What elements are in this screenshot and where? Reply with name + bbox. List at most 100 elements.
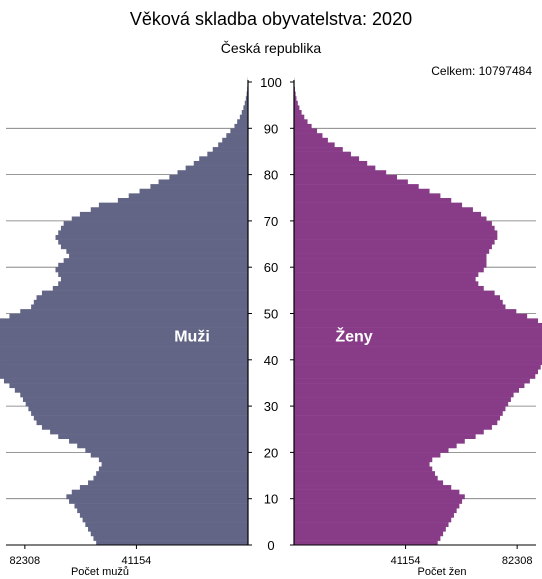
bar-male (58, 434, 248, 440)
bar-female (294, 91, 296, 97)
bar-female (294, 114, 305, 120)
bar-female (294, 434, 476, 440)
bar-male (66, 494, 248, 500)
bar-female (294, 438, 465, 444)
bar-female (294, 179, 408, 185)
bar-male (218, 142, 248, 148)
bar-female (294, 304, 506, 310)
bar-female (294, 429, 484, 435)
bar-male (128, 193, 248, 199)
bar-male (71, 489, 249, 495)
bar-male (69, 498, 248, 504)
bar-male (0, 341, 248, 347)
bar-female (294, 448, 449, 453)
bar-male (82, 517, 248, 523)
bar-male (69, 438, 248, 444)
bar-male (88, 526, 249, 532)
bar-male (234, 123, 248, 129)
bar-female (294, 128, 318, 134)
bar-male (58, 262, 248, 268)
bar-male (79, 211, 249, 217)
age-tick-label: 30 (264, 399, 278, 414)
bar-male (31, 304, 248, 310)
bar-male (239, 114, 248, 120)
bar-male (158, 179, 248, 185)
bar-female (294, 244, 492, 250)
bar-female (294, 207, 473, 213)
bar-male (237, 119, 248, 125)
bar-female (294, 174, 398, 180)
bar-male (69, 253, 248, 259)
bar-female (294, 392, 514, 398)
bar-male (90, 452, 248, 458)
bar-female (294, 531, 444, 537)
bar-female (294, 239, 495, 245)
bar-female (294, 110, 302, 115)
age-tick-label: 80 (264, 168, 278, 183)
bar-male (0, 323, 249, 328)
bar-female (294, 535, 441, 541)
bar-female (294, 452, 441, 458)
bar-male (93, 535, 248, 541)
bar-male (63, 221, 249, 227)
bar-male (193, 160, 248, 166)
bar-male (101, 461, 248, 467)
bar-male (20, 392, 249, 398)
bar-female (294, 369, 538, 375)
bar-female (294, 494, 465, 500)
bar-male (9, 313, 248, 319)
bar-male (93, 475, 248, 481)
age-tick-label: 90 (264, 121, 278, 136)
bar-male (0, 336, 248, 342)
age-tick-label: 60 (264, 260, 278, 275)
bar-male (185, 165, 248, 171)
bar-male (66, 248, 248, 254)
bar-female (294, 341, 542, 347)
series-label-female: Ženy (335, 326, 372, 345)
bar-male (4, 378, 248, 384)
bar-female (294, 151, 351, 157)
bar-female (294, 119, 308, 125)
bar-male (98, 457, 248, 463)
bar-female (294, 290, 495, 296)
bar-male (58, 230, 248, 236)
bar-male (212, 147, 248, 152)
bar-female (294, 248, 490, 254)
bar-male (52, 285, 248, 291)
bar-male (0, 327, 249, 333)
age-tick-label: 70 (264, 214, 278, 229)
bar-female (294, 281, 479, 287)
bar-male (60, 244, 248, 250)
bar-male (55, 235, 249, 240)
bar-female (294, 188, 430, 194)
bar-female (294, 373, 536, 379)
age-tick-label: 40 (264, 353, 278, 368)
age-tick-label: 0 (267, 538, 274, 553)
bar-male (41, 290, 249, 296)
bar-female (294, 387, 520, 393)
bar-female (294, 309, 517, 314)
bar-female (294, 235, 498, 240)
bar-female (294, 323, 542, 328)
bar-male (222, 137, 248, 143)
bar-female (294, 383, 525, 389)
bar-female (294, 295, 501, 301)
bar-female (294, 170, 387, 176)
bar-male (226, 133, 248, 139)
age-tick-label: 10 (264, 492, 278, 507)
bar-male (20, 309, 249, 314)
bar-male (79, 512, 249, 518)
bar-male (96, 471, 248, 477)
bar-female (294, 401, 509, 407)
bar-male (90, 531, 248, 537)
bar-male (58, 239, 248, 245)
bar-female (294, 202, 463, 208)
bar-female (294, 526, 446, 532)
bar-female (294, 313, 528, 319)
bar-male (85, 448, 248, 453)
bar-male (0, 346, 249, 352)
bar-female (294, 508, 457, 514)
bar-male (85, 522, 248, 527)
bar-male (63, 258, 249, 264)
